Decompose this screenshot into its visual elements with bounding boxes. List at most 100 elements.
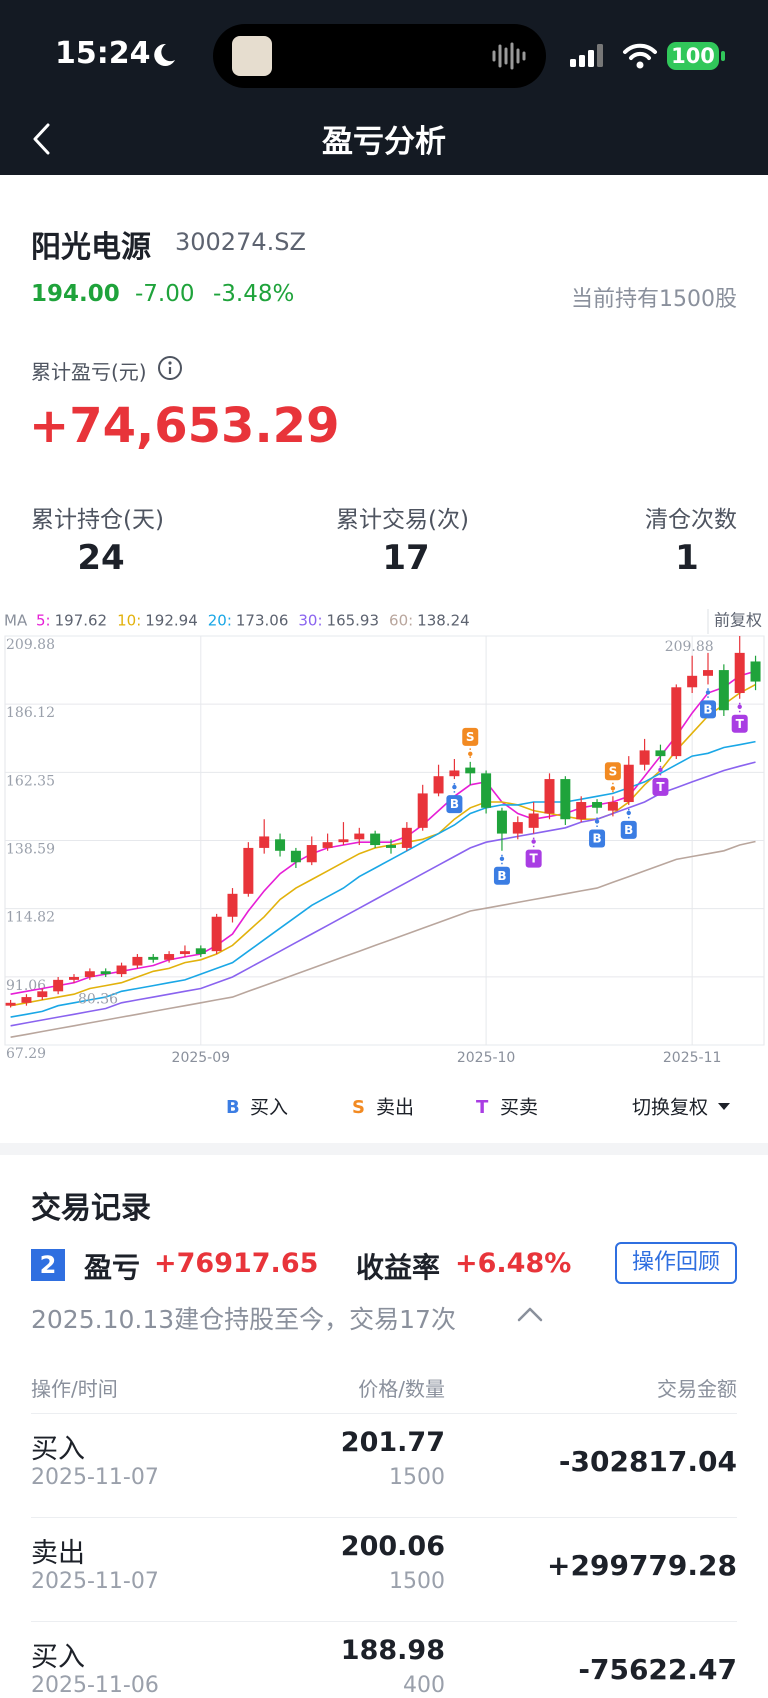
dropdown-icon [718,1103,730,1110]
status-time: 15:24 [55,36,151,71]
candle-body [417,793,428,828]
column-header: 价格/数量 [358,1377,445,1401]
candle-body [148,956,159,960]
trade-price: 188.98 [340,1635,445,1666]
ma-line [10,840,756,1038]
separator [0,1143,768,1155]
trade-date: 2025-11-06 [31,1673,159,1698]
back-button[interactable] [30,122,54,156]
candle-body [592,802,603,808]
candle-body [528,813,539,828]
switch-button[interactable]: 切换复权 [632,1097,708,1119]
ma-name: 5: [36,612,51,630]
stat-value: 17 [382,538,430,578]
candle-body [179,951,190,955]
marker-letter: T [736,717,745,731]
stat-label: 累计交易(次) [336,507,469,533]
candle-body [53,979,64,992]
legend-symbol: S [352,1097,365,1118]
marker-dot [499,856,505,861]
candle-body [671,687,682,757]
wifi-icon [623,43,657,69]
holding: 当前持有1500股 [571,287,737,312]
candle-body [259,836,270,848]
candle-body [5,1002,16,1006]
trade-price: 201.77 [340,1427,445,1458]
info-icon[interactable] [157,355,183,381]
x-tick-label: 2025-09 [172,1050,231,1066]
trade-summary: 2025.10.13建仓持股至今，交易17次 [31,1305,456,1334]
candle-body [639,750,650,765]
trade-marker [462,727,479,746]
battery: 100 [667,42,719,70]
legend-label: 卖出 [376,1097,414,1119]
trade-marker [652,777,669,796]
stock-price: 194.00 [31,281,120,307]
ma-value: 192.94 [145,612,198,630]
marker-letter: B [624,823,633,837]
marker-dot [594,819,600,824]
stock-name: 阳光电源 [31,230,151,265]
marker-dot [626,810,631,816]
ma-value: 173.06 [236,612,289,630]
stat-label: 清仓次数 [645,507,737,533]
trade-date: 2025-11-07 [31,1465,159,1490]
candle-body [433,776,444,794]
ma-line [10,761,756,1027]
trade-marker [700,700,716,719]
candle-body [243,847,254,894]
marker-letter: T [656,780,665,794]
marker-dot [452,784,457,790]
legend-label: 买入 [250,1097,288,1119]
ma-name: 20: [208,612,232,630]
min-label: 80.36 [78,992,118,1008]
trade-qty: 400 [403,1673,445,1698]
candle-body [21,997,32,1003]
column-header: 操作/时间 [31,1377,118,1401]
ma-name: 60: [389,612,413,630]
trade-amount: +299779.28 [547,1549,737,1582]
trade-qty: 1500 [389,1465,445,1490]
row-divider [31,1621,737,1622]
stat-label: 累计持仓(天) [31,507,164,533]
ma-value: 165.93 [327,612,380,630]
max-label: 209.88 [665,639,714,655]
marker-dot [610,786,616,791]
ma-value: 197.62 [55,612,108,630]
marker-letter: B [592,831,601,845]
candle-body [354,833,365,840]
marker-letter: S [466,730,475,744]
marker-dot [737,704,742,709]
return-value: +6.48% [455,1248,572,1279]
app-thumbnail [232,36,272,76]
header-bar: 15:24 100 盈亏分析 [0,0,768,175]
candle-body [386,845,396,848]
collapse-icon[interactable] [515,1302,545,1326]
stock-change: -7.00 [135,281,195,307]
row-divider [31,1413,737,1414]
trade-marker [604,762,621,781]
candle-body [132,956,143,966]
ma-line [10,683,756,1007]
candle-body [465,767,476,774]
candle-body [449,770,460,777]
candle-body [560,779,571,820]
battery-tip [721,51,725,61]
candle-body [275,839,286,851]
review-button[interactable]: 操作回顾 [615,1242,737,1284]
trade-marker [446,795,463,814]
candle-body [512,822,523,834]
trade-marker [525,849,542,868]
candle-body [164,954,175,960]
trade-date: 2025-11-07 [31,1569,159,1594]
dynamic-island [213,24,546,88]
candle-body [655,750,666,757]
signal-icon [570,44,603,67]
moon-icon [154,43,175,66]
ma-line [10,740,756,1018]
y-tick-label: 209.88 [6,637,55,653]
candle-body [116,965,127,975]
x-tick-label: 2025-10 [457,1050,516,1066]
stock-change-pct: -3.48% [213,281,295,307]
